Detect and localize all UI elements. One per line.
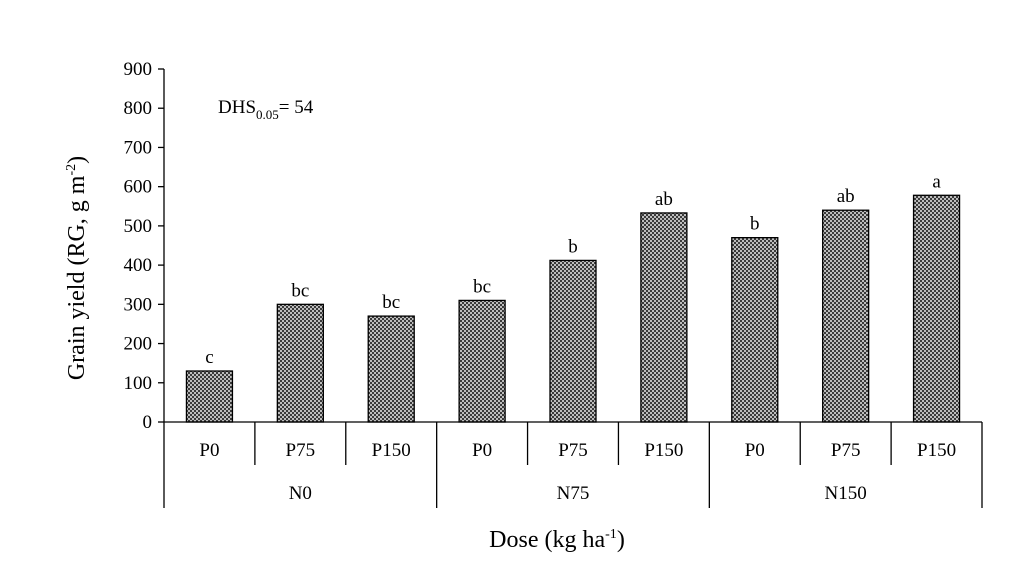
bar [367, 315, 415, 423]
bar-significance-label: ab [837, 186, 855, 207]
bars: c bc bc bc b ab b ab a [185, 171, 961, 423]
x-category-label: P0 [472, 440, 492, 461]
bar [276, 303, 324, 423]
bar-significance-label: bc [291, 280, 309, 301]
x-category-label: P75 [558, 440, 588, 461]
x-group-label: N75 [557, 483, 590, 504]
bar [458, 299, 506, 423]
y-tick-label: 700 [124, 137, 153, 158]
bar-significance-label: ab [655, 189, 673, 210]
y-tick-label: 400 [124, 255, 153, 276]
bar-significance-label: bc [473, 276, 491, 297]
y-tick-label: 800 [124, 98, 153, 119]
x-group-label: N150 [825, 483, 867, 504]
x-category-label: P0 [745, 440, 765, 461]
y-axis-title: Grain yield (RG, g m-2) [64, 156, 90, 380]
y-tick-label: 300 [124, 294, 153, 315]
bar [731, 237, 779, 423]
bar [640, 212, 688, 423]
y-tick-label: 600 [124, 177, 153, 198]
bar [822, 209, 870, 423]
x-category-label: P150 [372, 440, 411, 461]
bar [912, 194, 961, 423]
x-axis: P0 P75 P150 P0 P75 P150 P0 P75 P150 N0 N75 N150 [163, 421, 983, 508]
x-category-label: P150 [917, 440, 956, 461]
x-category-label: P150 [644, 440, 683, 461]
x-axis-title: Dose (kg ha-1) [489, 527, 625, 553]
y-tick-label: 900 [124, 59, 153, 80]
bar-significance-label: b [568, 236, 578, 257]
bar [185, 370, 234, 423]
x-category-label: P0 [199, 440, 219, 461]
y-axis: 0 100 200 300 400 500 600 700 800 900 [124, 59, 165, 433]
y-tick-label: 100 [124, 373, 153, 394]
bar-significance-label: bc [382, 292, 400, 313]
x-category-label: P75 [286, 440, 316, 461]
x-group-label: N0 [289, 483, 312, 504]
bar-significance-label: a [932, 171, 941, 192]
y-tick-label: 500 [124, 216, 153, 237]
y-tick-label: 0 [143, 412, 153, 433]
dhs-annotation: DHS0.05= 54 [218, 97, 314, 122]
x-category-label: P75 [831, 440, 861, 461]
bar-significance-label: c [205, 347, 213, 368]
y-tick-label: 200 [124, 334, 153, 355]
bar-significance-label: b [750, 214, 760, 235]
bar [549, 259, 597, 423]
